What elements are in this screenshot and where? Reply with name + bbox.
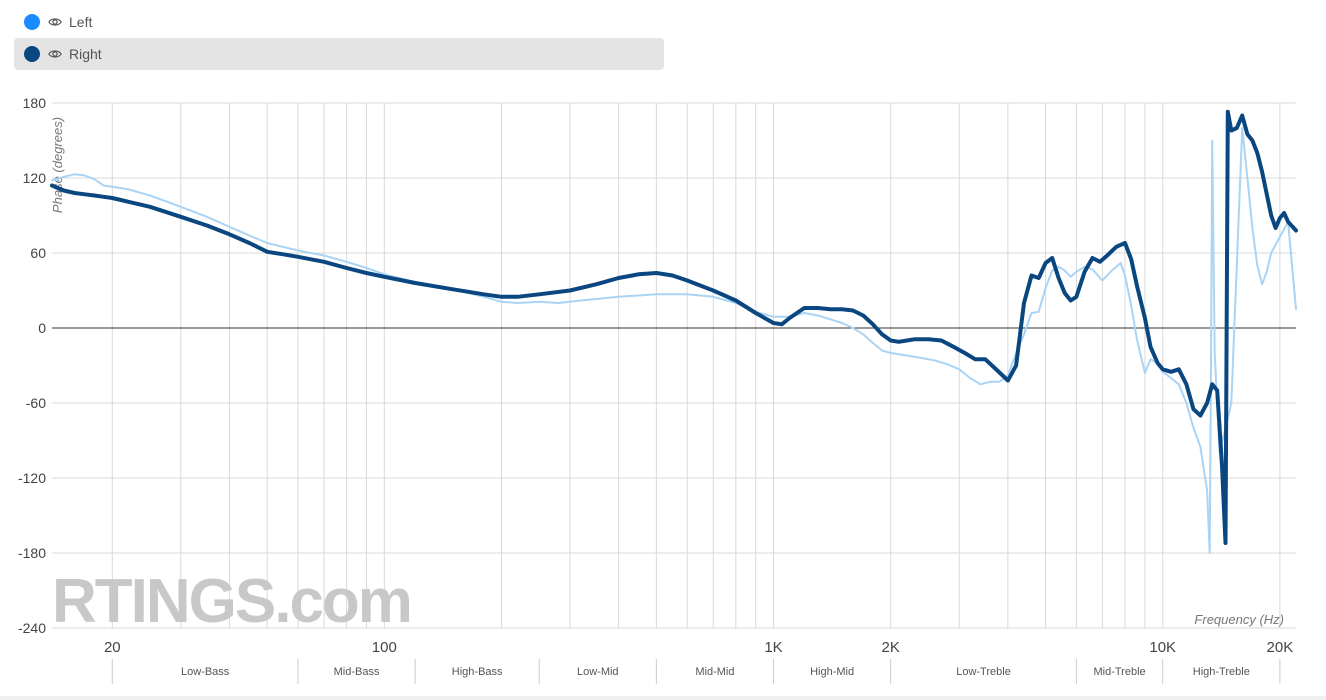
band-label: Mid-Treble bbox=[1093, 666, 1145, 678]
right-phase-line bbox=[50, 109, 1298, 545]
band-label: Low-Treble bbox=[956, 666, 1011, 678]
series-left bbox=[51, 127, 1297, 554]
frequency-bands: Low-Bass Mid-Bass High-Bass Low-Mid Mid-Mid H… bbox=[111, 659, 1281, 684]
x-tick-label: 2K bbox=[882, 639, 900, 656]
right-series-swatch bbox=[24, 46, 40, 62]
band-label: Low-Mid bbox=[577, 666, 619, 678]
legend-label-right: Right bbox=[69, 46, 102, 62]
x-tick-label: 1K bbox=[764, 639, 782, 656]
y-tick-label: 120 bbox=[23, 170, 47, 186]
bottom-divider bbox=[0, 696, 1326, 700]
y-tick-label: 60 bbox=[30, 245, 46, 261]
x-axis-title: Frequency (Hz) bbox=[1194, 612, 1284, 627]
eye-icon[interactable] bbox=[48, 15, 62, 29]
x-tick-label: 10K bbox=[1149, 639, 1176, 656]
y-tick-label: -60 bbox=[26, 395, 46, 411]
left-series-swatch bbox=[24, 14, 40, 30]
x-tick-label: 20 bbox=[104, 639, 121, 656]
band-label: High-Treble bbox=[1193, 666, 1250, 678]
grid bbox=[52, 102, 1296, 629]
y-axis-title: Phase (degrees) bbox=[50, 117, 65, 213]
y-tick-label: -240 bbox=[18, 620, 46, 636]
left-phase-line bbox=[51, 127, 1297, 554]
series-right bbox=[50, 109, 1298, 545]
band-label: Mid-Mid bbox=[695, 666, 734, 678]
y-tick-label: 0 bbox=[38, 320, 46, 336]
band-label: High-Mid bbox=[810, 666, 854, 678]
band-label: Low-Bass bbox=[181, 666, 230, 678]
y-tick-label: 180 bbox=[23, 95, 47, 111]
legend-item-left[interactable]: Left bbox=[14, 6, 664, 38]
watermark-logo: RTINGS.com bbox=[52, 567, 411, 636]
eye-icon[interactable] bbox=[48, 47, 62, 61]
y-tick-label: -180 bbox=[18, 545, 46, 561]
x-tick-label: 20K bbox=[1267, 639, 1294, 656]
x-tick-label: 100 bbox=[372, 639, 397, 656]
y-tick-label: -120 bbox=[18, 470, 46, 486]
band-label: Mid-Bass bbox=[334, 666, 380, 678]
legend-item-right[interactable]: Right bbox=[14, 38, 664, 70]
legend-label-left: Left bbox=[69, 14, 93, 30]
band-label: High-Bass bbox=[452, 666, 503, 678]
